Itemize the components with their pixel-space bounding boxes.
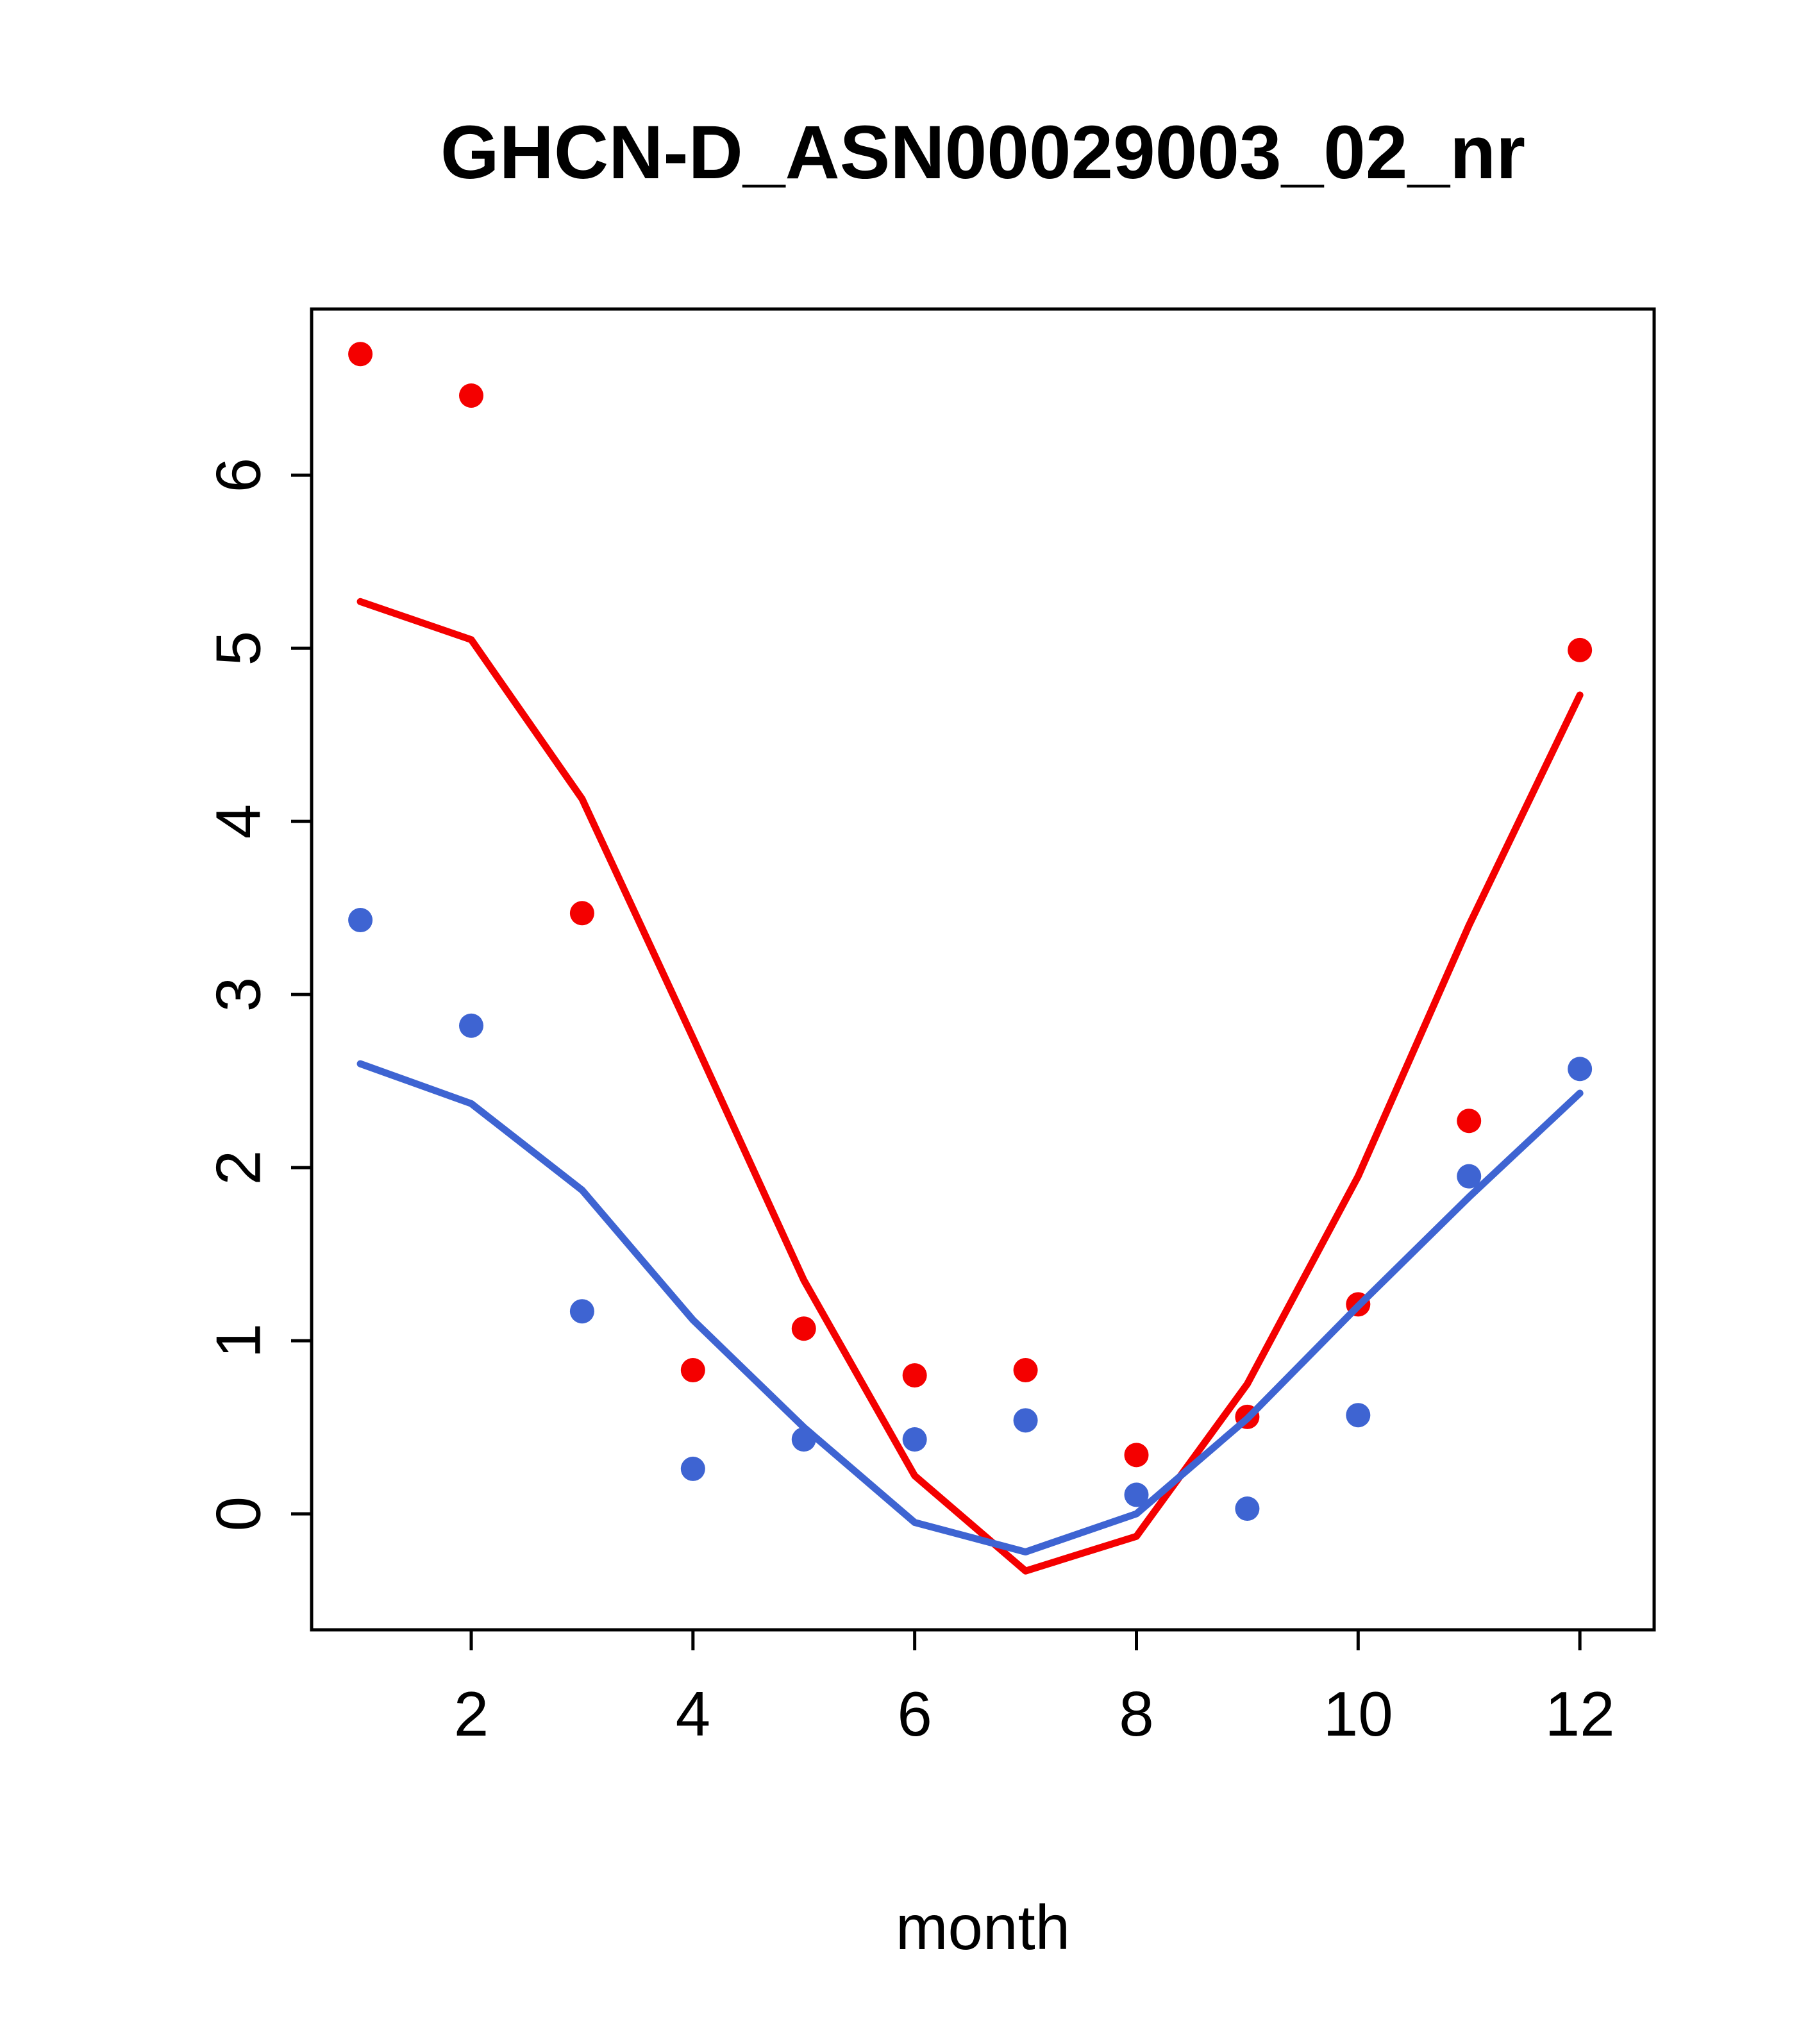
blue-points-point <box>569 1299 594 1324</box>
y-axis-ticks: 0 1 2 3 4 5 6 <box>203 458 312 1531</box>
blue-points-point <box>1235 1496 1260 1521</box>
red-points-point <box>1013 1358 1038 1383</box>
blue-points-point <box>1346 1403 1371 1428</box>
x-axis-ticks: 2 4 6 8 10 12 <box>454 1630 1615 1749</box>
x-tick-label: 6 <box>897 1679 932 1749</box>
blue-points-point <box>348 908 373 933</box>
y-tick-label: 4 <box>203 804 273 839</box>
blue-points-point <box>902 1427 927 1452</box>
red-points-point <box>569 901 594 926</box>
y-tick-label: 0 <box>203 1496 273 1532</box>
blue-points-point <box>458 1013 483 1038</box>
red-points-point <box>902 1363 927 1388</box>
x-tick-label: 2 <box>454 1679 489 1749</box>
red-points-point <box>1124 1443 1149 1468</box>
blue-line <box>356 1060 1584 1556</box>
y-tick-label: 3 <box>203 977 273 1012</box>
x-axis-label: month <box>896 1892 1070 1963</box>
blue-points-point <box>680 1456 705 1481</box>
red-points-point <box>1568 637 1593 662</box>
red-points-point <box>458 383 483 408</box>
blue-points-point <box>1568 1057 1593 1082</box>
x-tick-label: 8 <box>1119 1679 1154 1749</box>
y-tick-label: 6 <box>203 458 273 493</box>
red-points-point <box>348 342 373 367</box>
blue-points-point <box>1013 1408 1038 1433</box>
plot-border <box>310 307 1656 1632</box>
y-tick-label: 1 <box>203 1323 273 1359</box>
y-tick-label: 5 <box>203 631 273 666</box>
x-tick-label: 4 <box>676 1679 711 1749</box>
blue-points-point <box>1124 1482 1149 1507</box>
x-tick-label: 12 <box>1545 1679 1615 1749</box>
red-line <box>356 598 1584 1575</box>
red-points-point <box>680 1358 705 1383</box>
y-tick-label: 2 <box>203 1150 273 1185</box>
blue-points-point <box>1457 1164 1482 1189</box>
red-points-point <box>1457 1109 1482 1134</box>
red-points-point <box>791 1316 816 1341</box>
series-group <box>348 342 1593 1575</box>
chart-title: GHCN-D_ASN00029003_02_nr <box>440 110 1525 195</box>
x-tick-label: 10 <box>1323 1679 1393 1749</box>
